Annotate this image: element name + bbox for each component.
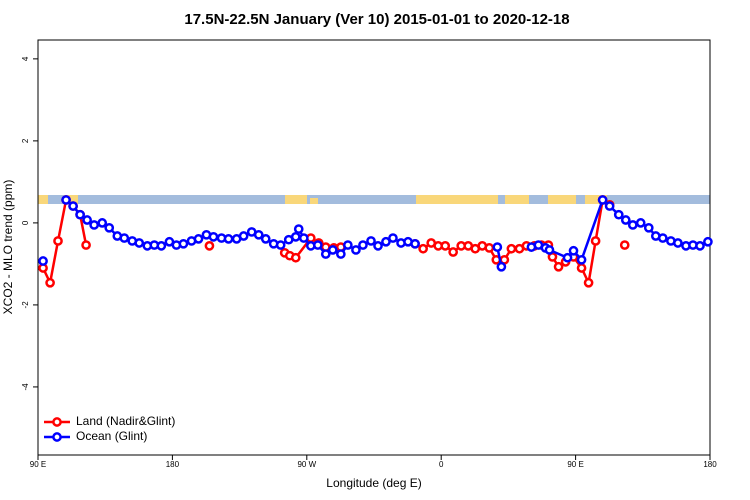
data-point — [82, 215, 92, 225]
data-point — [576, 263, 587, 273]
data-point — [568, 245, 579, 256]
data-point — [448, 247, 458, 257]
data-point — [61, 195, 71, 205]
data-point — [673, 238, 683, 248]
data-point — [89, 220, 99, 230]
data-point — [327, 245, 338, 255]
data-point — [358, 240, 368, 250]
x-tick-label: 180 — [166, 460, 180, 469]
data-point — [293, 224, 304, 234]
data-point — [81, 240, 91, 250]
data-point — [313, 240, 323, 250]
x-axis-label: Longitude (deg E) — [326, 476, 421, 490]
x-tick-label: 180 — [703, 460, 717, 469]
data-point — [238, 231, 249, 241]
y-tick-label: 2 — [21, 138, 30, 143]
legend-label: Ocean (Glint) — [76, 429, 147, 443]
data-point — [68, 201, 78, 211]
data-point — [53, 236, 63, 246]
data-point — [597, 195, 608, 205]
legend-label: Land (Nadir&Glint) — [76, 414, 175, 428]
data-point — [381, 236, 391, 247]
x-tick-label: 90 W — [297, 460, 316, 469]
data-point — [373, 241, 383, 251]
data-point — [553, 261, 564, 272]
data-point — [156, 241, 167, 251]
land-patch — [285, 195, 307, 204]
data-point — [576, 254, 587, 265]
data-point — [253, 229, 264, 240]
land-patch — [310, 198, 318, 204]
land-patch — [585, 195, 607, 204]
data-point — [496, 261, 507, 272]
data-point — [290, 252, 301, 263]
land-patch — [38, 195, 48, 204]
data-point — [613, 209, 624, 220]
y-axis-label: XCO2 - MLO trend (ppm) — [1, 180, 15, 315]
data-point — [351, 245, 361, 255]
data-point — [388, 233, 398, 243]
data-point — [45, 277, 55, 288]
data-point — [320, 249, 331, 259]
data-point — [298, 233, 309, 243]
data-point — [695, 241, 705, 251]
y-tick-label: 4 — [21, 56, 30, 61]
data-point — [440, 241, 451, 251]
data-point — [410, 238, 420, 249]
y-tick-label: 0 — [21, 220, 30, 225]
data-point — [260, 234, 271, 244]
data-point — [544, 245, 555, 255]
data-point — [193, 234, 204, 244]
data-point — [134, 238, 145, 248]
data-point — [657, 233, 668, 243]
data-point — [343, 240, 353, 250]
land-patch — [64, 195, 78, 204]
data-point — [492, 242, 503, 252]
land-patch — [548, 195, 576, 204]
data-point — [418, 243, 428, 254]
land-patch — [416, 195, 498, 204]
data-point — [562, 252, 573, 263]
data-point — [275, 240, 286, 250]
data-point — [178, 238, 189, 249]
data-point — [703, 236, 713, 247]
data-point — [38, 256, 48, 266]
data-point — [223, 234, 234, 244]
data-point — [484, 243, 495, 253]
land-patch — [505, 195, 529, 204]
data-point — [204, 241, 215, 251]
data-point — [290, 231, 301, 242]
y-tick-label: -2 — [21, 301, 30, 309]
land-mask — [38, 195, 710, 204]
data-point — [604, 201, 615, 211]
data-point — [97, 218, 108, 228]
data-point — [590, 236, 601, 246]
data-point — [619, 240, 630, 250]
data-point — [643, 222, 654, 233]
legend-marker — [52, 417, 62, 427]
chart-title: 17.5N-22.5N January (Ver 10) 2015-01-01 … — [184, 11, 569, 28]
data-point — [75, 209, 85, 220]
x-tick-label: 90 E — [567, 460, 583, 469]
data-point — [627, 220, 638, 230]
x-tick-label: 90 E — [30, 460, 46, 469]
data-point — [583, 277, 594, 288]
data-point — [104, 222, 115, 233]
data-point — [366, 236, 376, 246]
data-point — [208, 231, 219, 242]
x-tick-label: 0 — [439, 460, 444, 469]
data-point — [335, 249, 346, 259]
y-tick-label: -4 — [21, 383, 30, 391]
ocean-strip — [38, 195, 710, 204]
data-point — [119, 233, 130, 243]
data-point — [635, 218, 646, 228]
data-point — [620, 215, 631, 225]
data-point — [506, 243, 517, 254]
plot-frame — [37, 39, 711, 456]
legend-marker — [52, 432, 62, 442]
